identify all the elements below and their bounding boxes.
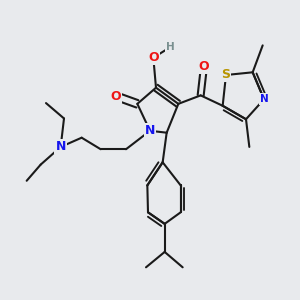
Text: O: O: [111, 90, 121, 103]
Text: S: S: [221, 68, 230, 82]
Text: O: O: [148, 51, 159, 64]
Text: H: H: [166, 42, 175, 52]
Text: N: N: [260, 94, 268, 104]
Text: N: N: [145, 124, 155, 137]
Text: N: N: [56, 140, 66, 153]
Text: O: O: [199, 60, 209, 73]
